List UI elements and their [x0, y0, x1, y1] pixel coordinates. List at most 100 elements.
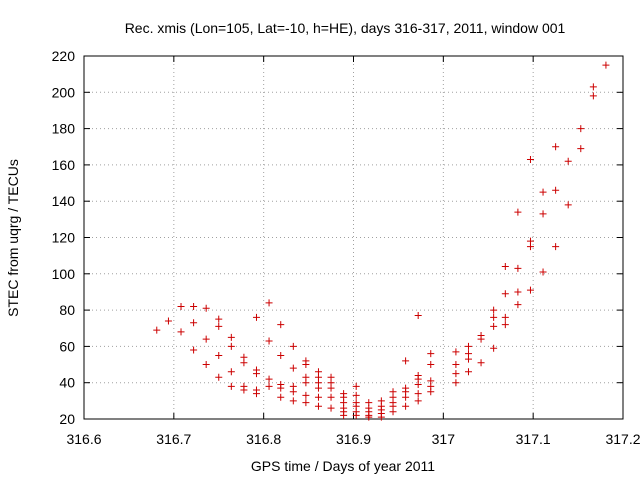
data-point — [526, 155, 534, 163]
x-tick-label: 317.1 — [516, 431, 551, 447]
data-point — [327, 384, 335, 392]
y-tick-label: 220 — [52, 48, 76, 64]
data-point — [602, 61, 610, 69]
data-point — [202, 335, 210, 343]
y-axis-label: STEC from uqrg / TECUs — [5, 159, 21, 317]
data-point — [577, 125, 585, 133]
data-point — [265, 375, 273, 383]
data-point — [526, 243, 534, 251]
data-point — [389, 408, 397, 416]
data-point — [514, 208, 522, 216]
data-point — [190, 302, 198, 310]
data-point — [452, 379, 460, 387]
data-point — [539, 210, 547, 218]
data-point — [589, 92, 597, 100]
y-tick-label: 160 — [52, 157, 76, 173]
y-tick-label: 40 — [59, 375, 75, 391]
x-axis-tick-labels: 316.6 316.7 316.8 316.9 317 317.1 317.2 — [66, 431, 640, 447]
data-point — [490, 306, 498, 314]
data-point — [452, 361, 460, 369]
data-point — [277, 384, 285, 392]
data-point — [289, 342, 297, 350]
data-point — [277, 351, 285, 359]
data-point — [464, 355, 472, 363]
y-tick-label: 20 — [59, 411, 75, 427]
data-point — [327, 393, 335, 401]
data-point — [402, 402, 410, 410]
x-axis-label: GPS time / Days of year 2011 — [251, 458, 435, 474]
data-point — [501, 263, 509, 271]
y-tick-label: 140 — [52, 193, 76, 209]
data-point — [402, 357, 410, 365]
data-point — [215, 373, 223, 381]
data-point — [265, 299, 273, 307]
data-point — [240, 386, 248, 394]
data-point — [252, 370, 260, 378]
data-point — [289, 388, 297, 396]
data-point — [240, 359, 248, 367]
data-point — [177, 328, 185, 336]
grid — [84, 56, 623, 419]
x-tick-label: 317.2 — [605, 431, 640, 447]
data-point — [352, 411, 360, 419]
y-tick-label: 180 — [52, 121, 76, 137]
y-tick-label: 120 — [52, 230, 76, 246]
data-point — [202, 304, 210, 312]
x-tick-label: 316.7 — [156, 431, 191, 447]
data-point — [552, 143, 560, 151]
data-point — [215, 315, 223, 323]
data-point — [464, 368, 472, 376]
data-point — [252, 390, 260, 398]
data-point — [302, 399, 310, 407]
data-point — [539, 268, 547, 276]
x-tick-label: 317 — [432, 431, 456, 447]
data-point — [414, 381, 422, 389]
data-point — [314, 393, 322, 401]
data-point — [427, 388, 435, 396]
data-point — [501, 321, 509, 329]
data-point — [514, 264, 522, 272]
data-point — [227, 368, 235, 376]
data-point — [277, 393, 285, 401]
data-point — [202, 361, 210, 369]
x-tick-label: 316.6 — [66, 431, 101, 447]
y-tick-label: 60 — [59, 338, 75, 354]
data-point — [302, 379, 310, 387]
data-point — [327, 404, 335, 412]
data-point — [227, 333, 235, 341]
data-point — [190, 346, 198, 354]
data-point — [277, 321, 285, 329]
data-point — [501, 313, 509, 321]
data-point — [227, 342, 235, 350]
data-point — [265, 337, 273, 345]
data-point — [564, 201, 572, 209]
data-point — [490, 313, 498, 321]
data-point — [302, 391, 310, 399]
data-point — [464, 342, 472, 350]
data-point — [352, 382, 360, 390]
data-point — [564, 157, 572, 165]
data-point — [164, 317, 172, 325]
data-point — [514, 288, 522, 296]
data-point — [289, 397, 297, 405]
data-point — [289, 364, 297, 372]
data-point — [414, 312, 422, 320]
axis-ticks — [83, 55, 624, 420]
y-tick-label: 80 — [59, 302, 75, 318]
data-point — [215, 351, 223, 359]
data-point — [552, 186, 560, 194]
data-point — [377, 413, 385, 421]
data-point — [452, 348, 460, 356]
data-point — [427, 350, 435, 358]
data-point — [414, 397, 422, 405]
data-point — [252, 313, 260, 321]
data-point — [314, 402, 322, 410]
chart-title: Rec. xmis (Lon=105, Lat=-10, h=HE), days… — [125, 20, 566, 36]
y-axis-tick-labels: 20 40 60 80 100 120 140 160 180 200 220 — [52, 48, 76, 427]
data-point — [539, 188, 547, 196]
data-point — [215, 322, 223, 330]
data-point — [477, 359, 485, 367]
data-point — [490, 344, 498, 352]
data-point — [227, 382, 235, 390]
